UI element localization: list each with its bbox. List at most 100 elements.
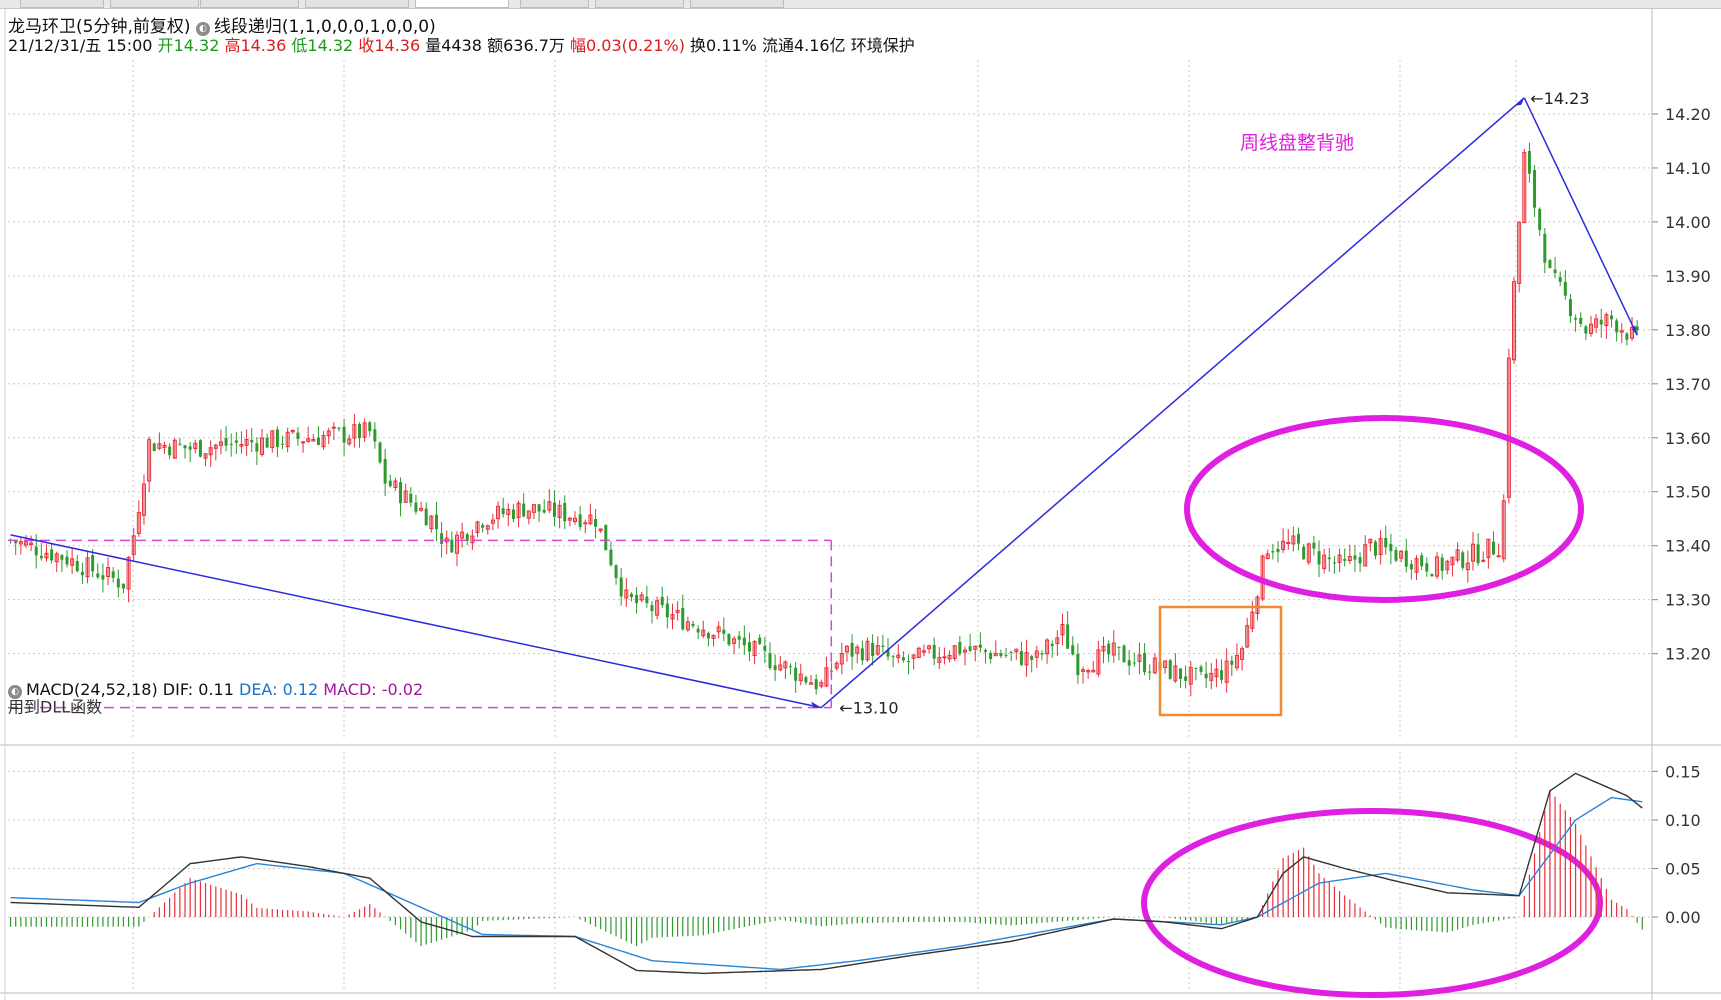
- candle: [1465, 550, 1470, 583]
- candle: [106, 557, 111, 586]
- candle-body: [1517, 221, 1522, 284]
- candle: [629, 592, 633, 602]
- turnover-value: 0.11%: [706, 36, 757, 55]
- low-label: 低: [291, 36, 308, 55]
- candle: [758, 634, 762, 645]
- candle-body: [198, 440, 202, 457]
- candle: [1137, 642, 1142, 675]
- candle: [860, 640, 864, 665]
- macd-toggle-icon[interactable]: ◐: [8, 685, 22, 699]
- price-tick-label: 13.30: [1665, 591, 1711, 610]
- macd-divergence-ellipse: [1141, 808, 1603, 998]
- candle-body: [1461, 552, 1465, 568]
- candle: [573, 511, 578, 525]
- candle: [624, 578, 629, 607]
- tab-3[interactable]: [200, 0, 299, 8]
- candle: [168, 443, 172, 460]
- tab-6[interactable]: [520, 0, 589, 8]
- candle-body: [850, 642, 854, 657]
- candle: [1302, 544, 1306, 560]
- tab-7[interactable]: [595, 0, 684, 8]
- candle-body: [1137, 654, 1142, 662]
- candle-body: [1302, 546, 1306, 560]
- candle: [373, 422, 377, 449]
- candle: [999, 649, 1003, 659]
- candle-body: [316, 437, 320, 445]
- candle: [1127, 649, 1131, 676]
- candle: [1101, 636, 1106, 664]
- candle-body: [1610, 315, 1614, 320]
- tab-1[interactable]: [20, 0, 104, 8]
- tab-4[interactable]: [305, 0, 409, 8]
- float-value: 4.16亿: [793, 36, 846, 55]
- candle: [1297, 527, 1301, 551]
- candle-body: [1399, 550, 1404, 559]
- macd-tick-label: 0.10: [1665, 811, 1701, 830]
- candle-body: [331, 426, 336, 429]
- candle: [716, 621, 721, 639]
- candle-body: [942, 656, 947, 659]
- turnover-label: 换: [690, 36, 707, 55]
- candle-body: [1347, 556, 1352, 562]
- candle-body: [1060, 623, 1065, 636]
- candle: [378, 441, 382, 465]
- candle: [896, 644, 901, 664]
- candle-body: [639, 594, 644, 601]
- candle-body: [1148, 671, 1152, 673]
- indicator-toggle-icon[interactable]: ◐: [195, 22, 210, 36]
- candle-body: [1096, 649, 1101, 675]
- candle-body: [460, 531, 465, 539]
- candle-body: [1245, 625, 1250, 648]
- candle-body: [183, 445, 187, 449]
- candle-body: [208, 447, 213, 456]
- candle-body: [1040, 653, 1044, 655]
- candle: [773, 654, 777, 681]
- candle-body: [932, 644, 936, 659]
- candle: [347, 434, 352, 446]
- candle-body: [655, 600, 660, 616]
- candle: [1148, 664, 1152, 681]
- candle-body: [537, 504, 541, 512]
- candle: [1430, 573, 1434, 577]
- candle: [1214, 658, 1219, 688]
- candle: [1450, 556, 1455, 577]
- tab-2[interactable]: [110, 0, 199, 8]
- candle: [752, 640, 757, 665]
- candle-body: [44, 552, 49, 559]
- candle: [1579, 312, 1583, 327]
- tab-5-active[interactable]: [415, 0, 509, 8]
- tab-8[interactable]: [690, 0, 784, 8]
- candle-body: [927, 645, 932, 650]
- candle-body: [213, 444, 218, 449]
- candle: [1522, 149, 1527, 224]
- candle: [337, 426, 341, 432]
- candle: [1045, 638, 1050, 664]
- candle-body: [1404, 550, 1408, 567]
- candle-body: [958, 641, 962, 654]
- dif-line: [10, 772, 1643, 975]
- candle-body: [250, 439, 254, 443]
- candle: [962, 646, 967, 666]
- candle: [1086, 668, 1091, 679]
- candle-body: [973, 645, 978, 650]
- candle: [1409, 559, 1413, 580]
- candle-body: [1435, 556, 1440, 577]
- candle: [1080, 666, 1085, 684]
- candle-body: [429, 515, 434, 530]
- candle: [224, 426, 228, 452]
- candle-body: [1009, 651, 1013, 653]
- candle: [121, 583, 125, 594]
- candle-body: [244, 438, 249, 446]
- change-label: 幅: [569, 36, 586, 55]
- candle: [80, 562, 84, 584]
- candle-body: [1373, 541, 1377, 556]
- candle-body: [409, 493, 413, 503]
- candle: [1024, 639, 1029, 677]
- candle-body: [265, 437, 269, 448]
- candle-body: [101, 575, 105, 580]
- candle-body: [1579, 317, 1583, 324]
- candle: [1625, 331, 1629, 346]
- candle: [96, 563, 100, 580]
- candle-body: [624, 589, 629, 599]
